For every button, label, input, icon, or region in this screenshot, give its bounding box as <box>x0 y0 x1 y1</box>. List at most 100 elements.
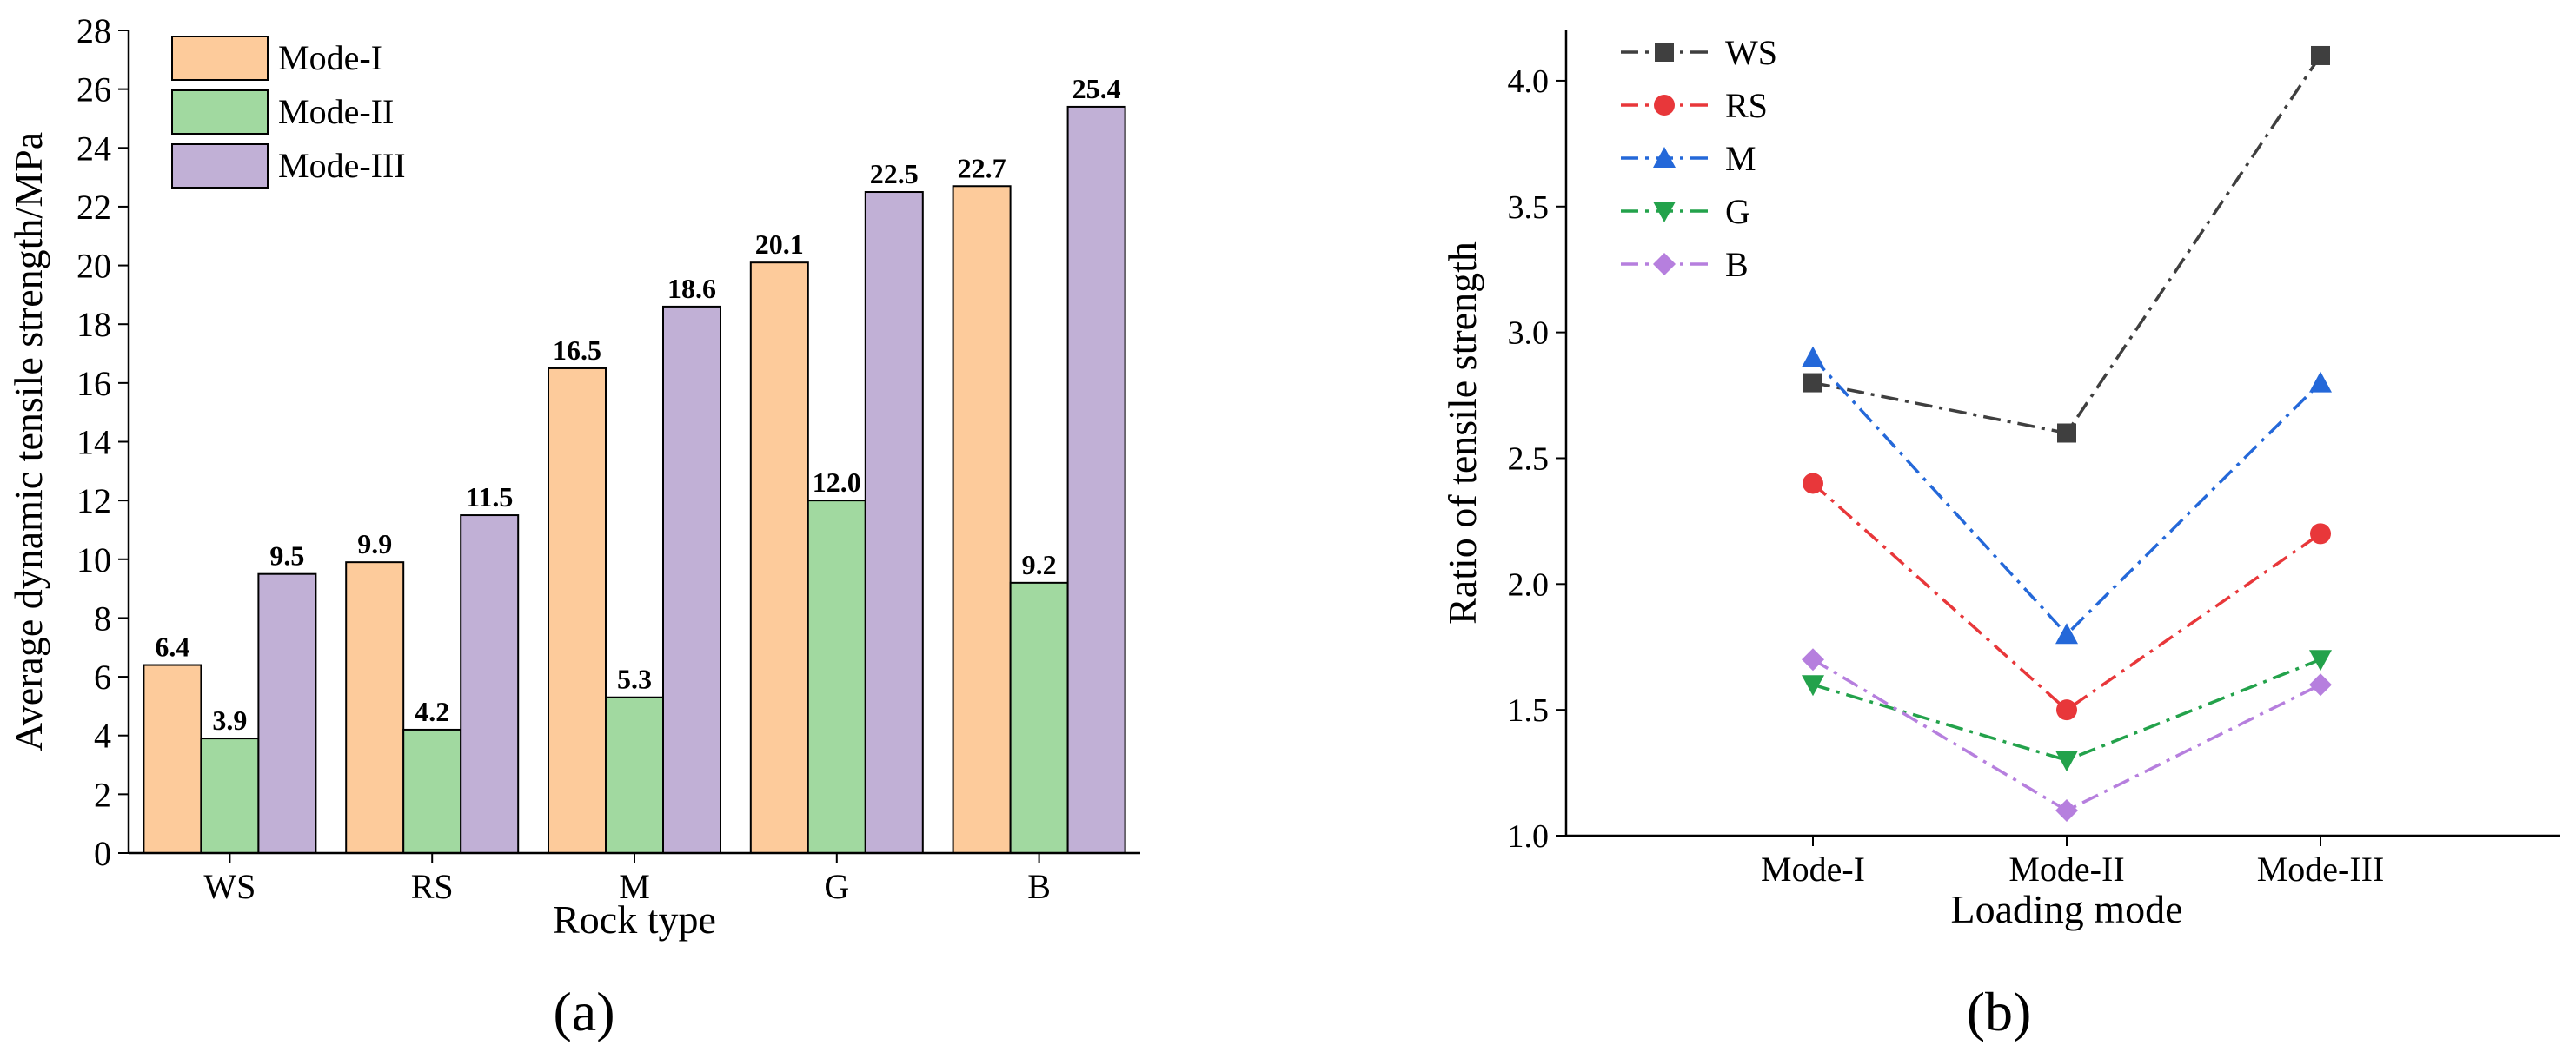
y-tick-label: 22 <box>76 188 111 227</box>
series-b <box>1802 648 2332 823</box>
y-tick-label: 0 <box>94 834 111 873</box>
legend-label: M <box>1725 139 1756 178</box>
data-point-ws-mode-i <box>1803 373 1822 393</box>
bar-data-label: 18.6 <box>667 273 716 304</box>
series-ws <box>1803 45 2330 443</box>
y-tick-label: 2.5 <box>1508 440 1550 477</box>
legend-label: Mode-I <box>278 38 382 77</box>
bar-data-label: 20.1 <box>755 228 804 260</box>
bar-data-label: 9.9 <box>357 528 392 559</box>
legend-marker-b <box>1653 253 1676 275</box>
y-tick-label: 2 <box>94 775 111 814</box>
y-tick-label: 18 <box>76 305 111 344</box>
bar-mode-iii-m <box>662 305 721 854</box>
bar-mode-i-m <box>548 367 607 855</box>
data-point-ws-mode-iii <box>2311 45 2330 65</box>
x-tick-label: WS <box>203 867 256 906</box>
bar-mode-iii-ws <box>257 572 317 854</box>
x-tick-label: RS <box>411 867 454 906</box>
series-g <box>1802 650 2332 772</box>
series-m <box>1802 346 2332 645</box>
bar-data-label: 12.0 <box>813 466 861 498</box>
bar-data-label: 22.5 <box>870 158 919 189</box>
data-point-g-mode-ii <box>2055 751 2078 772</box>
legend-swatch-mode-ii <box>171 89 269 135</box>
bar-data-label: 9.5 <box>269 540 304 572</box>
data-point-rs-mode-ii <box>2056 699 2077 721</box>
legend-marker-ws <box>1655 43 1674 62</box>
series-rs <box>1803 473 2331 721</box>
data-point-b-mode-ii <box>2055 799 2078 823</box>
data-point-g-mode-iii <box>2309 650 2332 672</box>
x-tick-label: B <box>1027 867 1051 906</box>
bar-mode-i-ws <box>143 664 202 854</box>
x-tick-label: Mode-III <box>2257 850 2385 889</box>
y-tick-label: 26 <box>76 70 111 109</box>
bar-mode-ii-ws <box>200 738 260 854</box>
data-point-rs-mode-iii <box>2310 523 2331 545</box>
bar-data-label: 6.4 <box>155 632 189 663</box>
bar-data-label: 22.7 <box>958 152 1006 183</box>
series-line-rs <box>1811 482 2321 712</box>
legend-label: Mode-II <box>278 92 394 131</box>
bar-mode-i-g <box>749 261 809 855</box>
x-axis-title: Loading mode <box>1951 887 2183 931</box>
data-point-b-mode-iii <box>2309 673 2332 697</box>
bar-mode-iii-g <box>864 191 924 854</box>
bar-data-label: 5.3 <box>617 664 652 695</box>
data-point-g-mode-i <box>1802 675 1824 697</box>
legend-swatch-mode-iii <box>171 143 269 189</box>
legend-swatch-mode-i <box>171 36 269 81</box>
y-tick-label: 28 <box>76 11 111 50</box>
y-tick-label: 3.0 <box>1508 315 1550 352</box>
legend-label: G <box>1725 192 1750 231</box>
bar-mode-ii-g <box>807 500 866 855</box>
bar-mode-i-b <box>952 185 1012 854</box>
legend: Mode-I Mode-II Mode-III <box>171 36 406 189</box>
y-tick-label: 4 <box>94 717 111 756</box>
bar-mode-ii-b <box>1009 581 1069 854</box>
y-tick-label: 12 <box>76 481 111 520</box>
legend-label: WS <box>1725 33 1777 72</box>
y-tick-label: 16 <box>76 364 111 403</box>
legend-marker-m <box>1653 147 1676 168</box>
bar-data-label: 11.5 <box>466 481 513 513</box>
bar-data-label: 4.2 <box>415 696 449 727</box>
bar-mode-i-rs <box>345 561 405 854</box>
data-point-rs-mode-i <box>1803 473 1823 494</box>
x-tick-label: Mode-I <box>1761 850 1865 889</box>
data-point-m-mode-iii <box>2309 371 2332 393</box>
legend-label: Mode-III <box>278 146 406 185</box>
x-tick-label: M <box>619 867 650 906</box>
y-tick-label: 2.0 <box>1508 566 1550 603</box>
legend: WS RS MGB <box>1621 33 1777 284</box>
data-point-m-mode-i <box>1802 346 1824 367</box>
bar-mode-ii-rs <box>402 728 462 855</box>
y-axis-title: Ratio of tensile strength <box>1440 241 1484 625</box>
series-line-b <box>1812 658 2321 813</box>
y-tick-label: 20 <box>76 247 111 286</box>
y-tick-label: 6 <box>94 658 111 697</box>
x-axis-title: Rock type <box>553 897 716 942</box>
legend-label: B <box>1725 245 1749 284</box>
bar-data-label: 25.4 <box>1072 73 1121 104</box>
x-tick-label: G <box>824 867 849 906</box>
bar-data-label: 16.5 <box>553 334 601 366</box>
y-axis-title: Average dynamic tensile strength/MPa <box>6 132 50 751</box>
y-tick-label: 4.0 <box>1508 63 1550 100</box>
bar-mode-iii-rs <box>460 514 520 855</box>
bar-chart-panel-a: 02468101214161820222426286.43.99.5WS9.94… <box>6 11 1140 1042</box>
data-point-m-mode-ii <box>2055 623 2078 645</box>
x-tick-label: Mode-II <box>2008 850 2124 889</box>
y-tick-label: 14 <box>76 423 111 462</box>
legend-marker-g <box>1653 202 1676 222</box>
legend-label: RS <box>1725 86 1768 125</box>
panel-label-b: (b) <box>1967 981 2032 1042</box>
series-line-ws <box>1812 54 2322 435</box>
y-tick-label: 8 <box>94 599 111 638</box>
y-tick-label: 24 <box>76 129 111 168</box>
y-tick-label: 1.0 <box>1508 818 1550 855</box>
panel-label-a: (a) <box>553 981 614 1042</box>
data-point-ws-mode-ii <box>2057 423 2076 443</box>
